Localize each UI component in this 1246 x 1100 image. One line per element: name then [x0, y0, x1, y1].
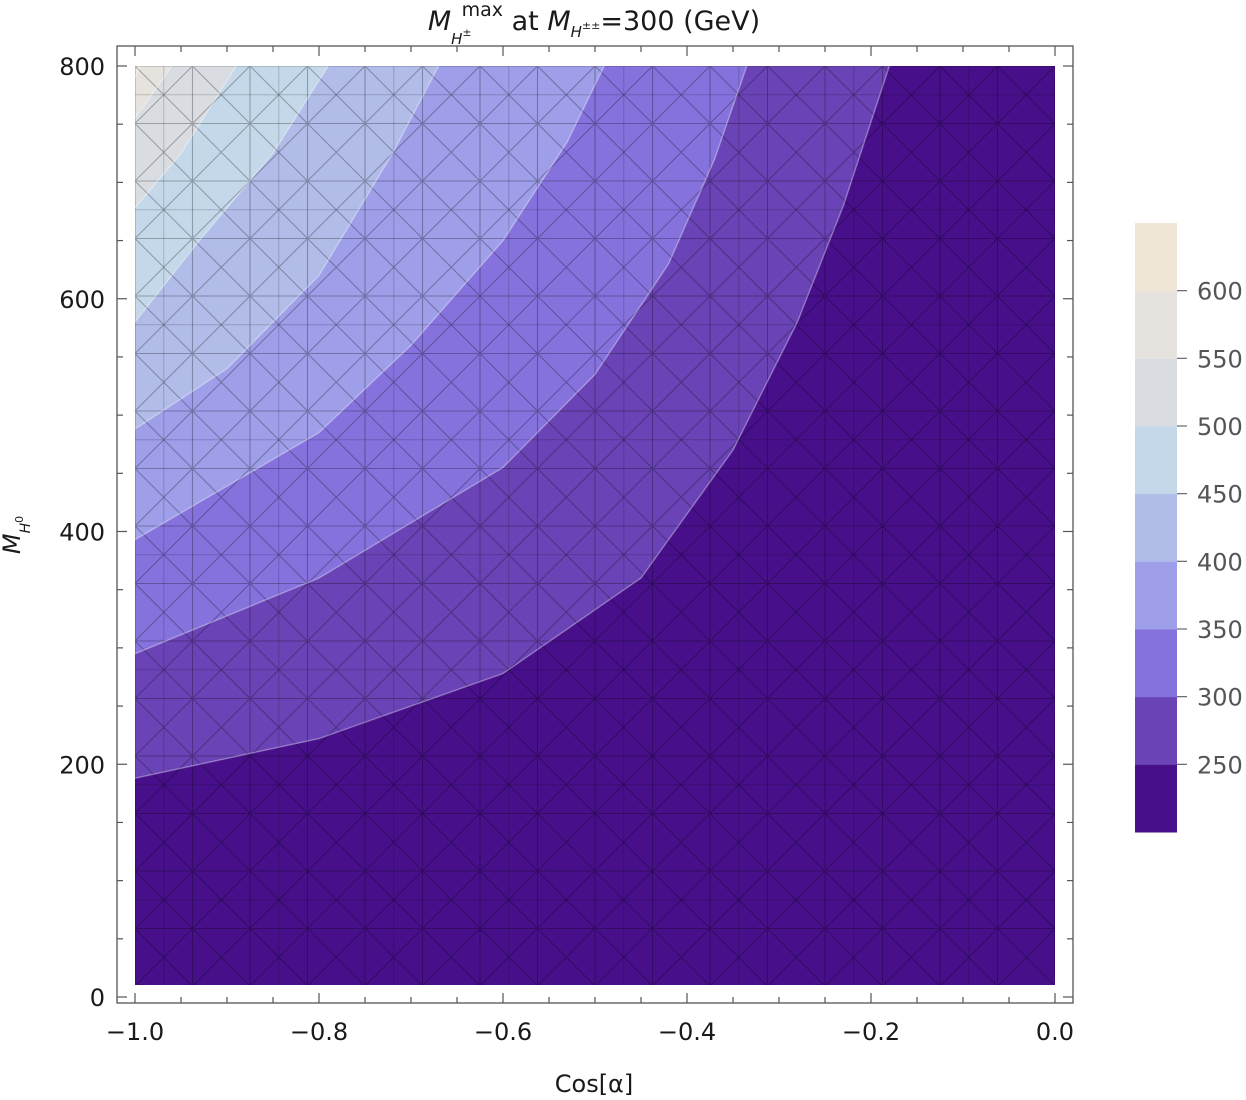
contour-line-550 — [135, 66, 173, 119]
mesh-subgrid — [135, 66, 1055, 985]
y-tick-label: 0 — [90, 984, 105, 1012]
chart-title: MH±max at MH±±=300 (GeV) — [428, 0, 760, 48]
contour-line-250 — [135, 66, 891, 779]
colorbar-label: 300 — [1197, 684, 1243, 712]
band-above-600 — [135, 66, 140, 78]
colorbar-swatch — [1135, 629, 1177, 698]
colorbar-label: 500 — [1197, 413, 1243, 441]
colorbar-swatch — [1135, 358, 1177, 427]
colorbar-swatch — [1135, 223, 1177, 292]
contour-bands — [135, 66, 1055, 985]
contour-lines — [135, 66, 891, 779]
mesh-grid — [135, 66, 1055, 985]
band-above-550 — [135, 66, 172, 119]
x-tick-label: −0.6 — [474, 1018, 532, 1046]
contour-line-600 — [135, 66, 141, 78]
colorbar-label: 550 — [1197, 345, 1243, 373]
x-tick-label: −0.8 — [290, 1018, 348, 1046]
x-tick-label: −0.2 — [842, 1018, 900, 1046]
x-tick-label: −0.4 — [658, 1018, 716, 1046]
band-above-500 — [135, 66, 237, 208]
y-tick-label: 400 — [59, 519, 105, 547]
contour-line-450 — [135, 66, 329, 323]
contour-line-500 — [135, 66, 237, 209]
colorbar-swatch — [1135, 696, 1177, 765]
contour-line-350 — [135, 66, 605, 541]
y-tick-label: 200 — [59, 751, 105, 779]
colorbar-label: 400 — [1197, 548, 1243, 576]
colorbar-swatch — [1135, 426, 1177, 495]
colorbar-label: 350 — [1197, 616, 1243, 644]
colorbar-label: 600 — [1197, 278, 1243, 306]
colorbar: 250 300 350 400 450 500 550 600 — [1135, 223, 1243, 833]
colorbar-swatch — [1135, 764, 1177, 833]
y-axis-label: MH0 — [0, 516, 34, 554]
x-tick-label: −1.0 — [106, 1018, 164, 1046]
colorbar-label: 450 — [1197, 481, 1243, 509]
x-tick-label: 0.0 — [1036, 1018, 1074, 1046]
mesh-lines — [135, 66, 1055, 985]
colorbar-swatch — [1135, 493, 1177, 562]
colorbar-label: 250 — [1197, 751, 1243, 779]
contour-line-400 — [135, 66, 440, 430]
colorbar-swatch — [1135, 561, 1177, 630]
x-axis-label: Cos[α] — [555, 1070, 634, 1098]
colorbar-swatch — [1135, 290, 1177, 359]
axis-ticks: −1.0 −0.8 −0.6 −0.4 −0.2 0.0 0 200 400 600 800 — [59, 46, 1074, 1046]
contour-line-300 — [135, 66, 748, 655]
y-tick-label: 800 — [59, 53, 105, 81]
y-tick-label: 600 — [59, 286, 105, 314]
